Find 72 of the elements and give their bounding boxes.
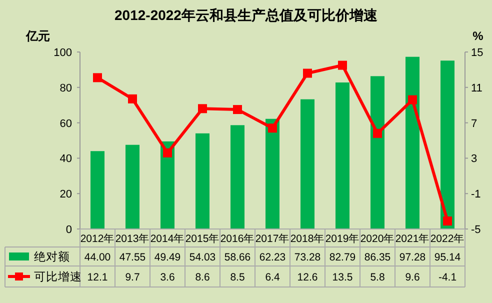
legend-label: 可比增速	[34, 270, 82, 284]
x-tick-label: 2020年	[360, 233, 395, 245]
data-label: 9.7	[125, 272, 140, 284]
point	[373, 128, 382, 138]
data-label: 49.49	[154, 252, 181, 264]
x-tick-label: 2014年	[150, 233, 185, 245]
bar	[266, 118, 280, 229]
point	[128, 94, 137, 104]
data-label: 54.03	[189, 252, 216, 264]
x-tick-label: 2021年	[395, 233, 430, 245]
y2-tick-label: 7	[471, 118, 478, 130]
point	[303, 68, 312, 78]
data-label: 6.4	[265, 272, 280, 284]
point	[408, 95, 417, 104]
data-label: 9.6	[405, 272, 420, 284]
bar	[160, 141, 174, 229]
point	[93, 73, 102, 82]
data-label: 95.14	[434, 252, 461, 264]
x-tick-label: 2016年	[220, 233, 255, 245]
bar	[196, 133, 210, 229]
bar	[406, 56, 420, 229]
y-tick-label: 80	[60, 82, 72, 94]
bar	[126, 144, 140, 229]
bar	[90, 151, 104, 229]
y-tick-label: 0	[66, 224, 72, 236]
data-label: 82.79	[329, 252, 356, 264]
y2-tick-label: 15	[471, 47, 484, 59]
y2-tick-label: -1	[471, 188, 481, 201]
y-tick-label: 20	[60, 188, 72, 201]
data-label: 62.23	[259, 252, 286, 264]
data-label: 97.28	[399, 252, 426, 264]
y2-tick-label: 3	[471, 153, 478, 166]
data-label: 12.6	[297, 272, 318, 284]
data-label: 47.55	[119, 252, 146, 264]
x-tick-label: 2012年	[80, 233, 115, 245]
y2-tick-label: -5	[471, 224, 481, 236]
data-label: 73.28	[294, 252, 321, 264]
data-label: 44.00	[84, 252, 111, 264]
x-tick-label: 2018年	[290, 233, 325, 245]
data-label: 58.66	[224, 252, 251, 264]
x-tick-label: 2013年	[115, 233, 150, 245]
bar	[336, 82, 350, 229]
data-label: 86.35	[364, 252, 391, 264]
data-label: 5.8	[370, 272, 385, 284]
x-tick-label: 2017年	[255, 233, 290, 245]
data-label: 13.5	[332, 272, 353, 284]
point	[233, 105, 242, 114]
point	[443, 216, 452, 226]
bar	[300, 99, 314, 229]
data-label: 3.6	[160, 272, 175, 284]
legend-label: 绝对额	[34, 250, 70, 264]
x-tick-label: 2019年	[325, 233, 360, 245]
chart-title: 2012-2022年云和县生产总值及可比价增速	[114, 7, 378, 23]
y-axis-title: 亿元	[25, 29, 50, 43]
data-label: 12.1	[87, 272, 108, 284]
point	[268, 124, 277, 133]
y2-axis-title: %	[472, 29, 484, 43]
data-label: 8.5	[230, 272, 245, 284]
y2-tick-label: 11	[471, 82, 482, 94]
y-tick-label: 100	[54, 47, 72, 59]
bar	[370, 76, 384, 229]
y-tick-label: 60	[60, 118, 72, 130]
point	[338, 60, 347, 70]
bar	[230, 125, 244, 229]
bar	[440, 60, 454, 229]
point	[163, 148, 172, 158]
point	[198, 104, 207, 114]
y-tick-label: 40	[60, 153, 72, 166]
x-tick-label: 2022年	[430, 233, 465, 245]
data-label: -4.1	[438, 272, 457, 284]
x-tick-label: 2015年	[185, 233, 220, 245]
data-label: 8.6	[195, 272, 210, 284]
